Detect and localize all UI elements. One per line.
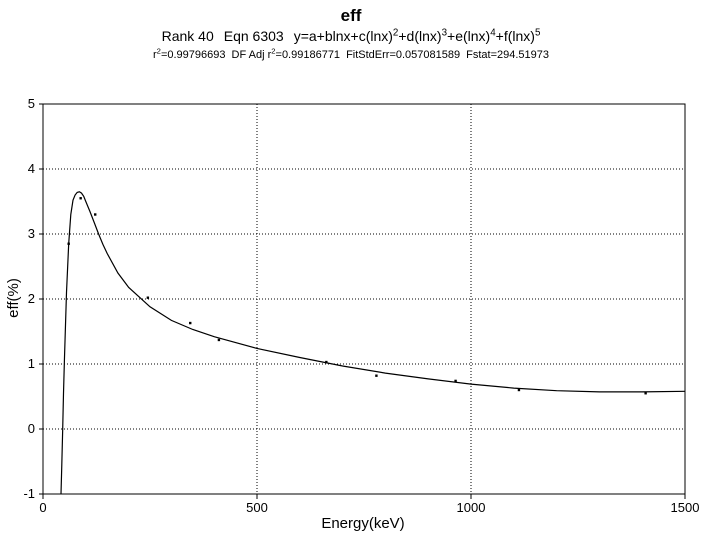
eqn-label: Eqn 6303 [223, 28, 284, 44]
x-tick-label: 500 [246, 500, 268, 515]
fitstderr-stat: FitStdErr=0.057081589 [346, 49, 461, 61]
y-tick-label: 5 [28, 96, 35, 111]
equation-line: Rank 40 Eqn 6303 y=a+blnx+c(lnx)2+d(lnx)3+… [0, 28, 702, 44]
y-tick-label: 4 [28, 161, 35, 176]
data-point [375, 374, 378, 377]
x-axis-label: Energy(keV) [321, 515, 404, 532]
grid-lines [43, 104, 685, 494]
data-point [644, 392, 647, 395]
fit-stats-line: r2=0.99796693 DF Adj r2=0.99186771 FitStdE… [0, 46, 702, 61]
data-point [517, 388, 521, 392]
y-axis-label: eff(%) [5, 278, 22, 318]
fit-curve-layer [60, 191, 686, 495]
equation-text: y=a+blnx+c(lnx)2+d(lnx)3+e(lnx)4+f(lnx)5 [293, 27, 541, 44]
axis-ticks [39, 103, 686, 499]
x-tick-label: 1000 [457, 500, 486, 515]
data-point [67, 242, 70, 245]
data-point [146, 296, 150, 299]
plot-frame [42, 103, 686, 495]
fit-curve [60, 191, 686, 495]
y-tick-label: 2 [28, 291, 35, 306]
x-tick-label: 0 [39, 500, 46, 515]
data-point [79, 197, 82, 200]
x-tick-label: 1500 [671, 500, 700, 515]
data-point [454, 379, 457, 383]
fstat-stat: Fstat=294.51973 [466, 49, 549, 61]
y-tick-label: 3 [28, 226, 35, 241]
chart-title: eff [340, 6, 362, 25]
x-tick-labels: 0 500 1000 1500 [39, 500, 699, 515]
data-point [325, 360, 328, 364]
y-tick-label: -1 [23, 486, 35, 501]
y-tick-label: 1 [28, 356, 35, 371]
y-tick-labels: -1 0 1 2 3 4 5 [23, 96, 35, 501]
data-points [67, 197, 647, 395]
data-point [217, 338, 221, 342]
data-point [94, 213, 97, 216]
y-tick-label: 0 [28, 421, 35, 436]
rank-label: Rank 40 [161, 28, 214, 44]
data-point [189, 321, 192, 325]
r2-stat: r2=0.99796693 [153, 46, 226, 61]
adj-r2-stat: DF Adj r2=0.99186771 [231, 46, 341, 61]
